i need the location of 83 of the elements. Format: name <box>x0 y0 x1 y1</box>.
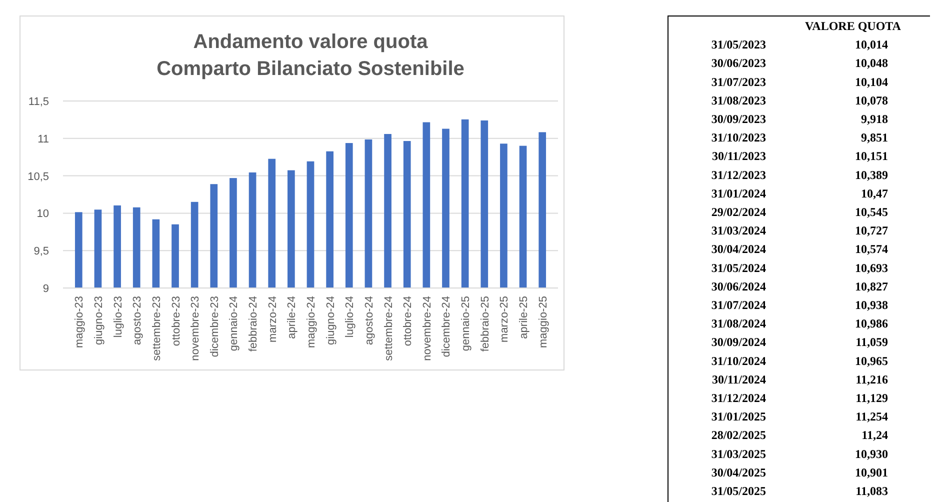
x-tick-label: ottobre-24 <box>402 296 414 346</box>
category-label: 31/07/2024 <box>711 298 766 312</box>
category-label: 30/11/2024 <box>712 372 766 386</box>
text: 11,083 <box>856 484 888 498</box>
x-tick-label: gennaio-25 <box>460 296 472 352</box>
category-label: 31/12/2023 <box>711 168 766 182</box>
text: VALORE QUOTA <box>805 19 902 33</box>
x-tick-label: novembre-24 <box>421 296 434 361</box>
y-tick-label: 9 <box>42 283 49 295</box>
category-label: 28/02/2025 <box>711 428 766 442</box>
category-label: 30/09/2024 <box>711 335 766 350</box>
category-label: 31/01/2025 <box>711 410 766 424</box>
category-label: 30/06/2024 <box>711 279 766 294</box>
y-tick-label: 10 <box>36 208 49 220</box>
category-label: 31/08/2024 <box>711 316 766 331</box>
category-label: 31/05/2025 <box>711 484 766 498</box>
category-label: 31/01/2024 <box>711 186 766 200</box>
x-tick-label: maggio-24 <box>306 296 318 348</box>
x-tick-label: marzo-25 <box>498 296 511 342</box>
x-tick-label: aprile-24 <box>286 296 298 339</box>
text: 10,986 <box>855 316 888 331</box>
category-label: 31/03/2024 <box>711 224 766 238</box>
category-label: 31/12/2024 <box>711 391 766 405</box>
x-tick-label: giugno-24 <box>324 296 337 345</box>
category-label: 30/11/2023 <box>712 149 766 164</box>
chart-title: Andamento valore quota Comparto Bilanciato Sostenibile <box>156 31 464 80</box>
category-label: 31/07/2023 <box>711 74 766 89</box>
text: 10,930 <box>855 446 888 461</box>
text: 11,059 <box>856 335 888 350</box>
category-label: 30/04/2024 <box>711 242 766 256</box>
x-tick-label: maggio-25 <box>537 296 550 348</box>
category-label: 30/04/2025 <box>711 465 766 480</box>
y-tick-label: 10,5 <box>28 170 49 183</box>
text: 11,216 <box>856 372 888 386</box>
x-tick-label: luglio-23 <box>112 296 124 338</box>
x-tick-label: giugno-23 <box>92 296 105 345</box>
x-tick-label: febbraio-25 <box>479 296 492 352</box>
x-tick-label: aprile-25 <box>518 296 530 339</box>
text: 10,048 <box>855 56 888 70</box>
x-tick-label: dicembre-24 <box>440 296 453 358</box>
x-tick-label: maggio-23 <box>74 296 86 348</box>
category-label: 31/03/2025 <box>711 446 766 461</box>
text: 10,47 <box>861 186 888 200</box>
category-label: 31/10/2024 <box>711 354 766 368</box>
category-label: 31/10/2023 <box>711 130 766 145</box>
text: 10,014 <box>855 38 888 52</box>
category-label: 30/06/2023 <box>711 56 766 70</box>
x-tick-label: agosto-23 <box>132 296 144 345</box>
text: 10,574 <box>855 242 888 256</box>
text: 10,545 <box>855 205 888 219</box>
y-tick-label: 11 <box>38 133 49 146</box>
category-label: 30/09/2023 <box>711 112 766 126</box>
y-tick-label: 11,5 <box>28 96 49 108</box>
text: 10,151 <box>855 149 888 164</box>
x-tick-label: settembre-24 <box>382 296 395 361</box>
category-label: 31/08/2023 <box>711 93 766 108</box>
category-label: 31/05/2024 <box>711 260 766 275</box>
x-tick-label: settembre-23 <box>150 296 163 361</box>
text: 11,254 <box>856 410 888 424</box>
text: 10,901 <box>855 465 888 480</box>
text: 10,104 <box>855 74 888 89</box>
text: 10,078 <box>855 93 888 108</box>
x-tick-label: gennaio-24 <box>228 296 240 352</box>
text: 10,827 <box>855 279 888 294</box>
text: 11,24 <box>862 428 888 442</box>
text: 9,918 <box>861 112 888 126</box>
text: 10,693 <box>855 260 888 275</box>
x-tick-label: ottobre-23 <box>170 296 182 346</box>
category-label: 31/05/2023 <box>711 38 766 52</box>
x-tick-label: novembre-23 <box>190 296 202 361</box>
x-tick-label: marzo-24 <box>266 296 279 342</box>
text: 10,389 <box>855 168 888 182</box>
x-tick-label: febbraio-24 <box>248 296 260 352</box>
text: 10,938 <box>855 298 888 312</box>
text: 9,851 <box>861 130 888 145</box>
y-tick-label: 9,5 <box>34 246 49 258</box>
text: 11,129 <box>856 391 888 405</box>
x-tick-label: luglio-24 <box>344 296 356 338</box>
text: 10,965 <box>855 354 888 368</box>
x-tick-label: dicembre-23 <box>208 296 221 358</box>
category-label: 29/02/2024 <box>711 205 766 219</box>
text: 10,727 <box>855 224 888 238</box>
x-tick-label: agosto-24 <box>363 296 376 345</box>
